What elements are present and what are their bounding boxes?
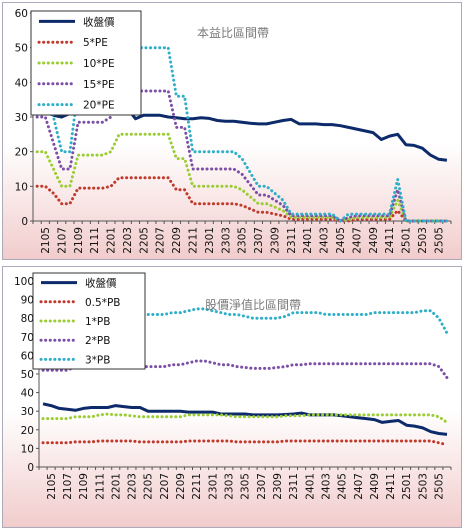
y-tick-label: 80	[21, 313, 34, 325]
x-tick-label: 2411	[384, 227, 396, 254]
x-tick-label: 2107	[62, 473, 74, 500]
chart-title: 股價淨值比區間帶	[205, 297, 301, 312]
x-tick-label: 2203	[127, 473, 139, 500]
x-tick-label: 2505	[433, 227, 445, 254]
x-tick-label: 2407	[351, 227, 363, 254]
x-tick-label: 2209	[171, 227, 183, 254]
x-tick-label: 2111	[94, 473, 106, 500]
x-tick-label: 2401	[304, 473, 316, 500]
x-tick-label: 2211	[191, 473, 203, 500]
legend-label-0p5xpb: 0.5*PB	[85, 297, 120, 309]
y-tick-label: 30	[21, 406, 34, 418]
series-line-0p5xpb	[41, 439, 449, 447]
x-tick-label: 2109	[78, 473, 90, 500]
y-tick-label: 20	[15, 147, 28, 159]
legend: 收盤價 5*PE 10*PE 15*PE 20*PE	[30, 10, 142, 116]
x-tick-label: 2203	[122, 227, 134, 254]
legend-label-2xpb: 2*PB	[85, 335, 110, 347]
series-line-1xpb	[41, 412, 449, 424]
x-tick-label: 2303	[220, 227, 232, 254]
x-tick-label: 2207	[159, 473, 171, 500]
x-tick-label: 2111	[89, 227, 101, 254]
y-tick-label: 50	[15, 43, 28, 55]
legend-label-10xpe: 10*PE	[83, 58, 115, 70]
y-tick-label: 0	[27, 462, 34, 474]
y-tick-label: 70	[21, 332, 34, 344]
y-tick-label: 90	[21, 295, 34, 307]
x-tick-label: 2405	[335, 227, 347, 254]
x-tick-label: 2305	[237, 227, 249, 254]
legend-label-3xpb: 3*PB	[85, 354, 110, 366]
x-tick-label: 2211	[187, 227, 199, 254]
y-tick-label: 50	[21, 369, 34, 381]
x-tick-label: 2105	[40, 227, 52, 254]
x-tick-label: 2205	[143, 473, 155, 500]
x-tick-label: 2505	[434, 473, 446, 500]
x-tick-label: 2403	[319, 227, 331, 254]
y-tick-label: 10	[21, 443, 34, 455]
x-tick-label: 2201	[110, 473, 122, 500]
x-tick-label: 2407	[353, 473, 365, 500]
x-tick-label: 2503	[417, 473, 429, 500]
x-tick-label: 2301	[204, 227, 216, 254]
x-tick-label: 2207	[155, 227, 167, 254]
x-tick-label: 2401	[302, 227, 314, 254]
x-tick-label: 2409	[369, 473, 381, 500]
x-tick-label: 2201	[106, 227, 118, 254]
chart-title: 本益比區間帶	[197, 26, 269, 40]
x-tick-label: 2403	[320, 473, 332, 500]
x-tick-label: 2409	[368, 227, 380, 254]
x-tick-label: 2303	[224, 473, 236, 500]
y-tick-label: 100	[14, 276, 34, 288]
pb-band-chart-panel: 0 10 20 30 40 50 60 70 80 90 100 2105 2107 2109 2111 22…	[2, 266, 462, 528]
x-tick-label: 2109	[73, 227, 85, 254]
x-tick-label: 2307	[256, 473, 268, 500]
x-tick-label: 2107	[56, 227, 68, 254]
series-line-3xpb	[41, 305, 449, 335]
y-tick-label: 60	[15, 8, 28, 20]
x-tick-label: 2301	[207, 473, 219, 500]
x-tick-label: 2307	[253, 227, 265, 254]
x-tick-label: 2501	[401, 473, 413, 500]
legend-label--: 收盤價	[83, 15, 115, 28]
series-line--	[42, 402, 448, 436]
x-tick-label: 2305	[240, 473, 252, 500]
series-line-5xpe	[35, 176, 449, 223]
pe-band-chart: 0 10 20 30 40 50 60 2105 2107 2109 2111 2201 2203 220…	[15, 8, 452, 254]
pb-band-chart: 0 10 20 30 40 50 60 70 80 90 100 2105 2107 2109 2111 22…	[14, 272, 452, 500]
x-tick-label: 2209	[175, 473, 187, 500]
x-tick-label: 2105	[46, 473, 58, 500]
x-tick-label: 2405	[337, 473, 349, 500]
y-tick-label: 60	[21, 350, 34, 362]
x-tick-label: 2205	[138, 227, 150, 254]
legend-label--: 收盤價	[85, 277, 117, 290]
x-tick-label: 2309	[272, 473, 284, 500]
x-tick-label: 2311	[288, 473, 300, 500]
x-tick-label: 2311	[286, 227, 298, 254]
x-tick-label: 2309	[269, 227, 281, 254]
y-tick-label: 30	[15, 112, 28, 124]
x-tick-label: 2411	[385, 473, 397, 500]
pe-band-chart-panel: 0 10 20 30 40 50 60 2105 2107 2109 2111 2201 2203 220…	[2, 2, 462, 260]
legend-label-1xpb: 1*PB	[85, 316, 110, 328]
x-tick-label: 2503	[417, 227, 429, 254]
legend: 收盤價 0.5*PB 1*PB 2*PB 3*PB	[32, 272, 146, 370]
series-line-10xpe	[35, 132, 449, 223]
x-tick-label: 2501	[401, 227, 413, 254]
y-tick-label: 40	[15, 77, 28, 89]
y-tick-label: 10	[15, 181, 28, 193]
y-tick-label: 0	[21, 216, 28, 228]
legend-label-20xpe: 20*PE	[83, 100, 115, 112]
series-line-15xpe	[35, 89, 449, 223]
legend-label-5xpe: 5*PE	[83, 37, 108, 49]
y-tick-label: 20	[21, 425, 34, 437]
legend-label-15xpe: 15*PE	[83, 79, 115, 91]
y-tick-label: 40	[21, 388, 34, 400]
